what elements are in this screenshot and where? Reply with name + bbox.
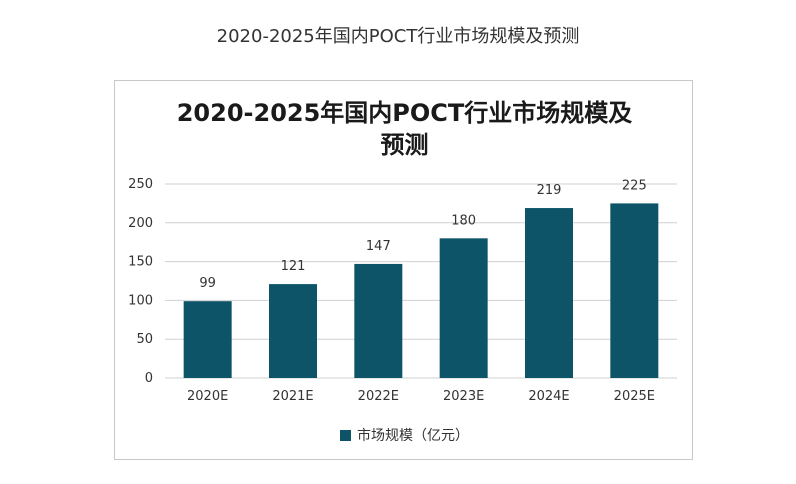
legend-label: 市场规模（亿元）	[357, 428, 469, 444]
data-label: 180	[451, 213, 476, 228]
chart-plot: 0 50 100 150 200 250 99 2020E 121 2021E 147 2022E 18…	[128, 177, 677, 404]
y-tick-label: 250	[128, 177, 153, 192]
y-tick-label: 0	[145, 371, 153, 386]
bar-2020E	[183, 301, 232, 378]
x-tick-label: 2021E	[272, 389, 313, 404]
chart-frame: 2020-2025年国内POCT行业市场规模及 预测 0 50 100 150 200 2…	[114, 80, 693, 460]
x-tick-label: 2025E	[614, 389, 655, 404]
data-label: 99	[199, 276, 216, 291]
x-tick-label: 2024E	[528, 389, 569, 404]
data-label: 121	[281, 259, 306, 274]
x-tick-label: 2022E	[358, 389, 399, 404]
x-tick-label: 2020E	[187, 389, 228, 404]
data-label: 147	[366, 239, 391, 254]
chart-title-line-2: 预测	[380, 131, 429, 159]
chart-title-line-1: 2020-2025年国内POCT行业市场规模及	[176, 99, 633, 127]
bar-2024E	[525, 208, 573, 378]
y-tick-label: 150	[128, 255, 153, 270]
data-label: 219	[537, 183, 562, 198]
y-tick-label: 200	[128, 216, 153, 231]
bar-2022E	[354, 263, 403, 378]
x-tick-label: 2023E	[443, 389, 484, 404]
legend-swatch	[340, 430, 351, 441]
page-caption: 2020-2025年国内POCT行业市场规模及预测	[216, 26, 580, 47]
bar-2025E	[610, 203, 659, 378]
chart-title: 2020-2025年国内POCT行业市场规模及 预测	[115, 97, 694, 161]
data-label: 225	[622, 178, 647, 193]
y-tick-label: 100	[128, 293, 153, 308]
bar-2021E	[269, 284, 317, 378]
bar-2023E	[439, 238, 488, 378]
y-tick-label: 50	[136, 332, 153, 347]
legend: 市场规模（亿元）	[115, 425, 694, 445]
